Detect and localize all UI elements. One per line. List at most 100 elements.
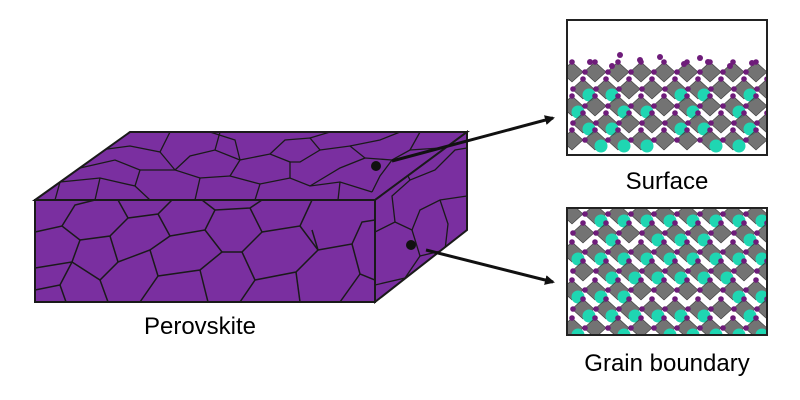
halide-atom (570, 86, 576, 92)
halide-atom (741, 76, 747, 82)
cation-atom (651, 309, 665, 323)
cation-atom (628, 309, 642, 323)
surface-adatom (587, 59, 593, 65)
halide-atom (615, 315, 621, 321)
halide-atom (718, 76, 724, 82)
octahedron-shape (571, 260, 595, 282)
halide-atom (708, 306, 714, 312)
halide-atom (559, 325, 565, 331)
halide-atom (582, 103, 588, 109)
halide-atom (707, 201, 713, 207)
halide-atom (580, 220, 586, 226)
top-grain-boundaries (54, 132, 467, 200)
cation-atom (766, 237, 767, 243)
halide-atom (662, 306, 668, 312)
halide-atom (754, 86, 760, 92)
halide-atom (674, 287, 680, 293)
halide-atom (582, 287, 588, 293)
halide-atom (651, 137, 657, 143)
halide-atom (743, 211, 749, 217)
cation-atom (674, 271, 688, 285)
halide-atom (605, 69, 611, 75)
cation-atom (594, 139, 608, 153)
halide-atom (638, 127, 644, 133)
halide-atom (570, 230, 576, 236)
cation-atom (732, 139, 746, 153)
halide-atom (708, 86, 714, 92)
block-front-face (34, 199, 376, 303)
cation-atom (640, 139, 654, 153)
octahedron-shape (571, 222, 595, 244)
octahedron-shape (617, 222, 641, 244)
halide-atom (628, 249, 634, 255)
octahedron-shape (675, 61, 699, 83)
halide-atom (707, 127, 713, 133)
halide-atom (592, 201, 598, 207)
halide-atom (615, 93, 621, 99)
halide-atom (684, 315, 690, 321)
octahedron-shape (567, 61, 584, 83)
halide-atom (707, 315, 713, 321)
cation-atom (755, 214, 767, 228)
octahedron-shape (675, 208, 699, 225)
halide-atom (730, 93, 736, 99)
halide-atom (685, 268, 691, 274)
halide-atom (753, 127, 759, 133)
surface-adatom (637, 57, 643, 63)
halide-atom (626, 110, 632, 116)
cation-atom (686, 328, 700, 335)
halide-atom (697, 103, 703, 109)
halide-atom (684, 93, 690, 99)
octahedron-shape (583, 208, 607, 225)
halide-atom (741, 110, 747, 116)
halide-atom (730, 201, 736, 207)
halide-atom (559, 69, 565, 75)
octahedron-shape (583, 317, 607, 335)
halide-atom (672, 220, 678, 226)
halide-atom (697, 325, 703, 331)
halide-atom (638, 239, 644, 245)
halide-atom (649, 110, 655, 116)
halide-atom (674, 137, 680, 143)
cation-atom (617, 139, 631, 153)
octahedron-shape (567, 129, 584, 151)
halide-atom (569, 93, 575, 99)
octahedron-shape (567, 208, 584, 225)
halide-atom (616, 268, 622, 274)
halide-atom (569, 315, 575, 321)
surface-adatom (657, 54, 663, 60)
halide-atom (718, 110, 724, 116)
grain-boundary-marker-dot (406, 240, 416, 250)
surface-adatom (749, 60, 755, 66)
halide-atom (616, 306, 622, 312)
cation-atom (720, 271, 734, 285)
halide-atom (720, 137, 726, 143)
halide-atom (582, 325, 588, 331)
halide-atom (616, 86, 622, 92)
octahedron-shape (567, 95, 584, 117)
halide-atom (674, 249, 680, 255)
halide-atom (731, 230, 737, 236)
halide-atom (707, 93, 713, 99)
halide-atom (695, 258, 701, 264)
halide-atom (638, 277, 644, 283)
octahedron-shape (629, 208, 653, 225)
halide-atom (569, 201, 575, 207)
halide-atom (603, 220, 609, 226)
halide-atom (593, 306, 599, 312)
halide-atom (605, 325, 611, 331)
halide-atom (720, 325, 726, 331)
octahedron-shape (640, 78, 664, 100)
halide-atom (605, 211, 611, 217)
octahedron-shape (617, 78, 641, 100)
halide-atom (741, 258, 747, 264)
halide-atom (592, 277, 598, 283)
grain-boundary-arrow (425, 248, 555, 285)
octahedron-shape (732, 260, 756, 282)
halide-atom (569, 239, 575, 245)
halide-atom (753, 315, 759, 321)
halide-atom (605, 137, 611, 143)
halide-atom (754, 120, 760, 126)
halide-atom (695, 220, 701, 226)
